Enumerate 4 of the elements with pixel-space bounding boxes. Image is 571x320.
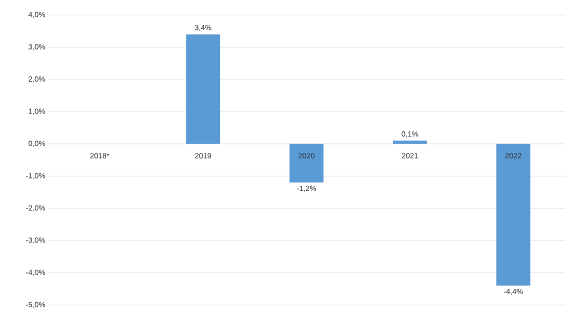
bar bbox=[186, 34, 220, 144]
bar bbox=[290, 144, 324, 183]
bar bbox=[496, 144, 530, 286]
bar bbox=[392, 140, 427, 144]
